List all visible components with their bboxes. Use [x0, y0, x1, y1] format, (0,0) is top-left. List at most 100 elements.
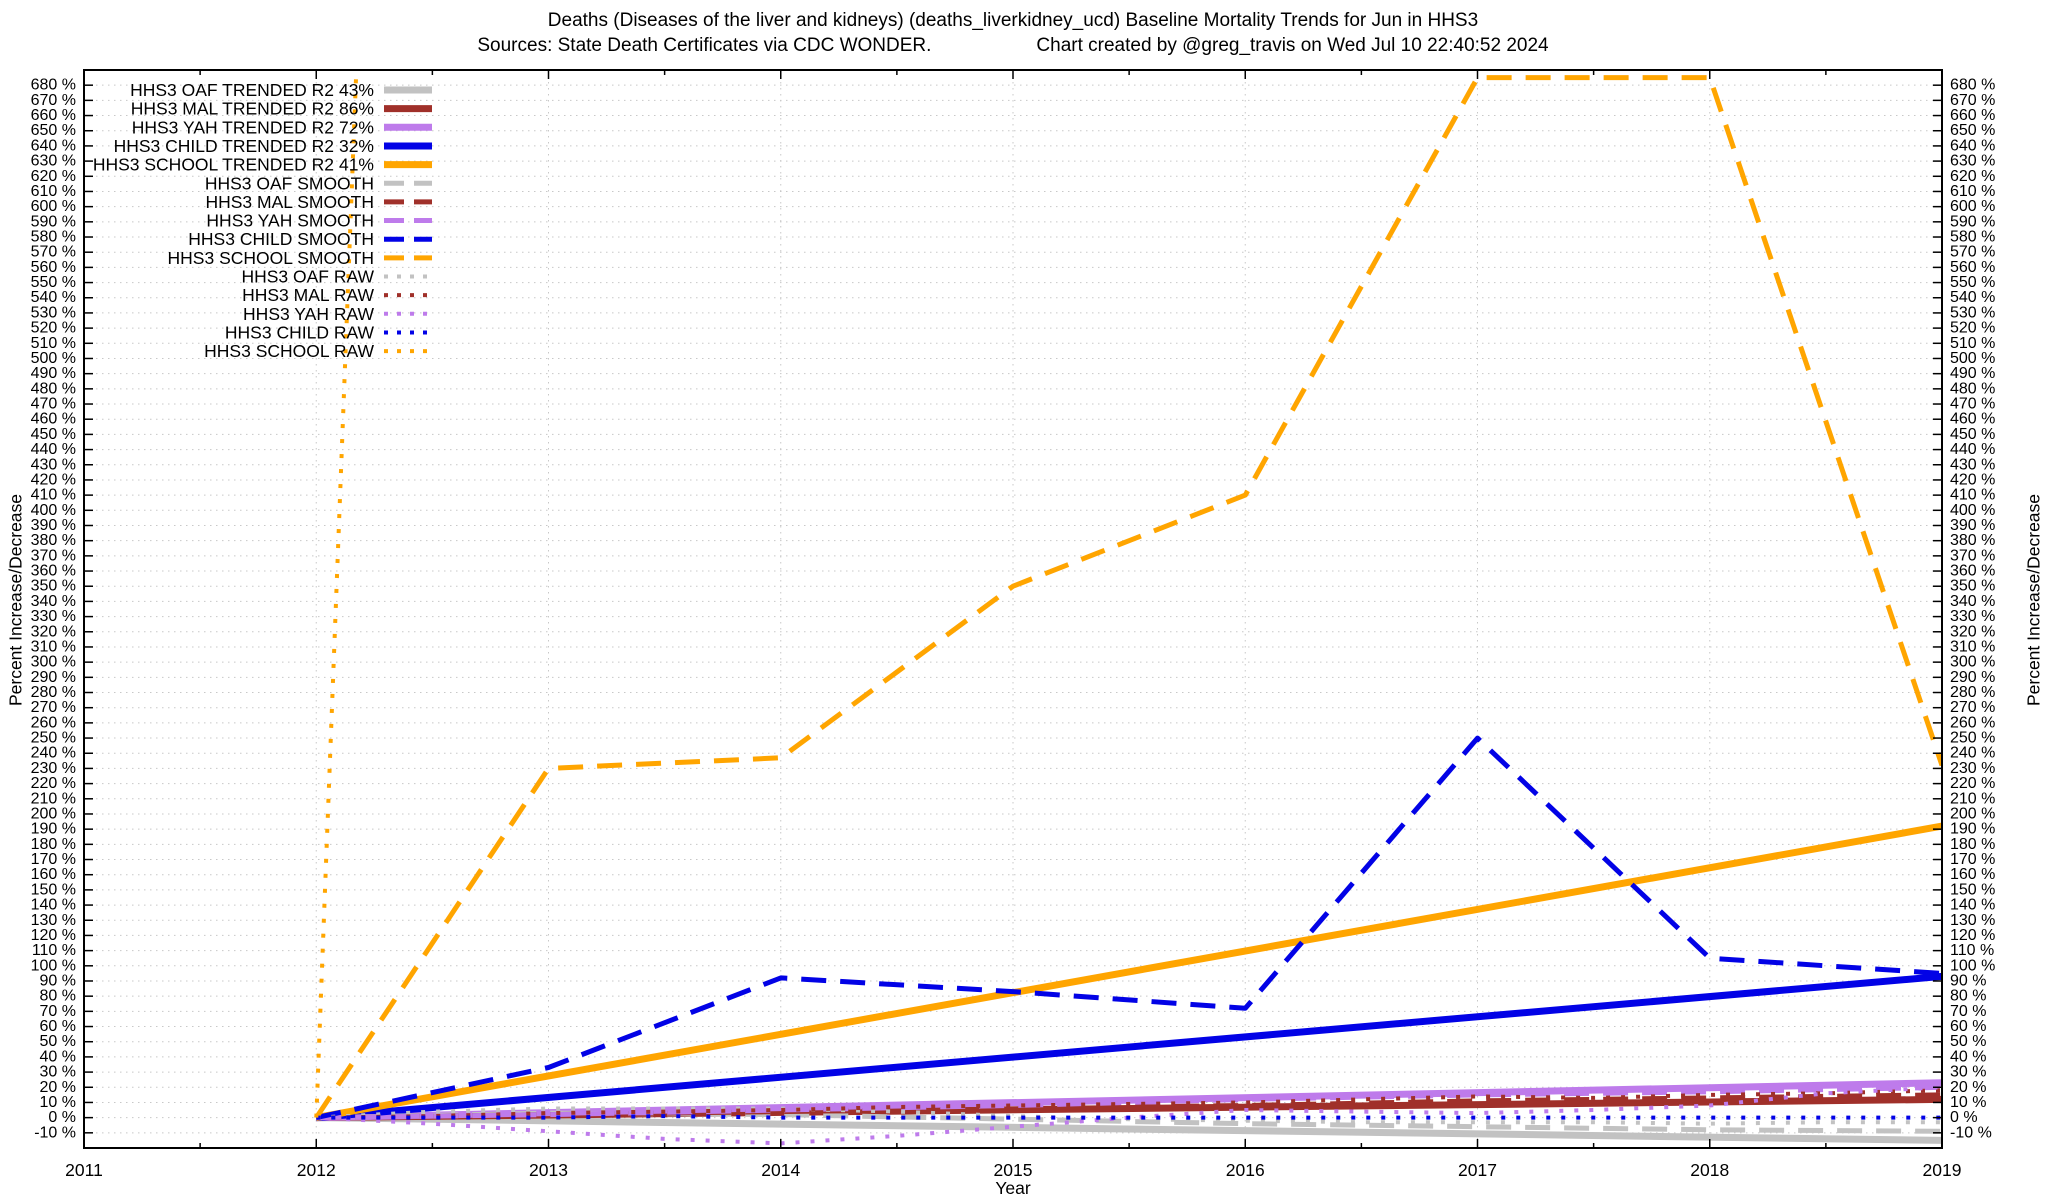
- y-tick-labels-right: -10 %0 %10 %20 %30 %40 %50 %60 %70 %80 %…: [1950, 77, 1995, 1142]
- legend-label: HHS3 MAL SMOOTH: [205, 192, 374, 212]
- y-tick-label: 360 %: [1950, 563, 1995, 580]
- legend-item: HHS3 SCHOOL SMOOTH: [168, 248, 432, 268]
- y-tick-label: 610 %: [31, 183, 76, 200]
- legend-item: HHS3 CHILD TRENDED R2 32%: [114, 136, 432, 156]
- x-tick-label: 2014: [761, 1160, 800, 1180]
- y-tick-label: 410 %: [1950, 487, 1995, 504]
- y-tick-label: 420 %: [31, 471, 76, 488]
- y-tick-label: 0 %: [48, 1109, 76, 1126]
- x-tick-label: 2016: [1226, 1160, 1265, 1180]
- y-tick-label: 360 %: [31, 563, 76, 580]
- y-tick-label: 190 %: [1950, 821, 1995, 838]
- series-yah-raw: [316, 1085, 1942, 1146]
- y-tick-label: 230 %: [1950, 760, 1995, 777]
- y-tick-label: 650 %: [31, 122, 76, 139]
- y-tick-label: 380 %: [1950, 532, 1995, 549]
- y-tick-label: 120 %: [31, 927, 76, 944]
- y-tick-label: 620 %: [31, 168, 76, 185]
- y-tick-label: 570 %: [31, 244, 76, 261]
- series-mal-raw: [316, 1088, 1942, 1120]
- legend-label: HHS3 YAH SMOOTH: [206, 211, 374, 231]
- y-tick-label: 440 %: [1950, 441, 1995, 458]
- y-tick-label: 290 %: [31, 669, 76, 686]
- y-tick-label: 600 %: [31, 198, 76, 215]
- y-tick-label: 660 %: [1950, 107, 1995, 124]
- series-school-smooth: [314, 75, 1942, 1119]
- y-tick-label: 40 %: [1950, 1048, 1986, 1065]
- y-tick-label: 600 %: [1950, 198, 1995, 215]
- y-tick-label: 540 %: [1950, 289, 1995, 306]
- y-tick-label: 610 %: [1950, 183, 1995, 200]
- chart-title: Deaths (Diseases of the liver and kidney…: [547, 10, 1479, 31]
- y-tick-label: 330 %: [31, 608, 76, 625]
- y-tick-label: 280 %: [31, 684, 76, 701]
- y-tick-label: 60 %: [1950, 1018, 1986, 1035]
- legend-item: HHS3 MAL SMOOTH: [205, 192, 432, 212]
- legend-label: HHS3 SCHOOL SMOOTH: [168, 248, 374, 268]
- y-tick-label: 560 %: [31, 259, 76, 276]
- legend-item: HHS3 YAH TRENDED R2 72%: [132, 117, 432, 137]
- y-tick-label: 580 %: [31, 229, 76, 246]
- y-tick-label: 250 %: [31, 730, 76, 747]
- chart-titles: Deaths (Diseases of the liver and kidney…: [84, 8, 1942, 58]
- legend-label: HHS3 SCHOOL RAW: [204, 341, 374, 361]
- grid: [84, 70, 1942, 1148]
- x-tick-label: 2011: [65, 1160, 103, 1180]
- y-tick-label: 190 %: [31, 821, 76, 838]
- series-school-trended: [315, 822, 1942, 1122]
- y-tick-label: 240 %: [31, 745, 76, 762]
- y-tick-label: 450 %: [1950, 426, 1995, 443]
- y-tick-label: 180 %: [1950, 836, 1995, 853]
- legend-item: HHS3 CHILD RAW: [225, 322, 432, 342]
- y-tick-label: 90 %: [1950, 972, 1986, 989]
- y-tick-label: 220 %: [31, 775, 76, 792]
- y-tick-label: 170 %: [1950, 851, 1995, 868]
- y-tick-label: 210 %: [31, 790, 76, 807]
- legend-label: HHS3 CHILD SMOOTH: [188, 229, 374, 249]
- y-tick-label: 530 %: [31, 304, 76, 321]
- y-tick-label: 320 %: [31, 623, 76, 640]
- y-tick-label: 660 %: [31, 107, 76, 124]
- y-tick-label: 390 %: [1950, 517, 1995, 534]
- y-tick-label: 470 %: [1950, 396, 1995, 413]
- x-axis-label: Year: [995, 1178, 1031, 1198]
- y-tick-label: 210 %: [1950, 790, 1995, 807]
- legend-label: HHS3 OAF TRENDED R2: [130, 80, 334, 100]
- y-tick-label: 680 %: [1950, 77, 1995, 94]
- y-tick-label: 350 %: [1950, 578, 1995, 595]
- y-tick-label: 170 %: [31, 851, 76, 868]
- y-tick-label: 540 %: [31, 289, 76, 306]
- y-tick-label: 570 %: [1950, 244, 1995, 261]
- y-tick-label: 200 %: [31, 805, 76, 822]
- y-tick-label: 370 %: [31, 547, 76, 564]
- y-tick-label: 240 %: [1950, 745, 1995, 762]
- legend-label: HHS3 YAH RAW: [243, 304, 374, 324]
- y-tick-label: 520 %: [1950, 320, 1995, 337]
- y-tick-label: 470 %: [31, 396, 76, 413]
- y-tick-label: 140 %: [1950, 897, 1995, 914]
- y-tick-label: 620 %: [1950, 168, 1995, 185]
- y-tick-label: 70 %: [1950, 1003, 1986, 1020]
- legend-item: HHS3 OAF SMOOTH: [205, 173, 432, 193]
- y-tick-labels-left: -10 %0 %10 %20 %30 %40 %50 %60 %70 %80 %…: [31, 77, 76, 1142]
- y-tick-label: 310 %: [1950, 638, 1995, 655]
- legend-label: HHS3 OAF RAW: [241, 267, 374, 287]
- y-tick-label: 630 %: [31, 153, 76, 170]
- y-tick-label: 230 %: [31, 760, 76, 777]
- series-child-smooth: [315, 735, 1942, 1121]
- y-tick-label: 150 %: [1950, 881, 1995, 898]
- y-tick-label: 90 %: [40, 972, 76, 989]
- series-child-raw: [316, 1114, 1942, 1120]
- y-tick-label: 300 %: [31, 654, 76, 671]
- legend-item: HHS3 SCHOOL RAW: [204, 341, 432, 361]
- y-tick-label: 250 %: [1950, 730, 1995, 747]
- y-tick-label: 60 %: [40, 1018, 76, 1035]
- y-tick-label: 670 %: [31, 92, 76, 109]
- y-tick-label: 10 %: [40, 1094, 76, 1111]
- legend-item: HHS3 YAH RAW: [243, 304, 432, 324]
- y-tick-label: 270 %: [31, 699, 76, 716]
- y-tick-label: 50 %: [40, 1033, 76, 1050]
- y-tick-label: 30 %: [1950, 1064, 1986, 1081]
- y-tick-label: 460 %: [31, 411, 76, 428]
